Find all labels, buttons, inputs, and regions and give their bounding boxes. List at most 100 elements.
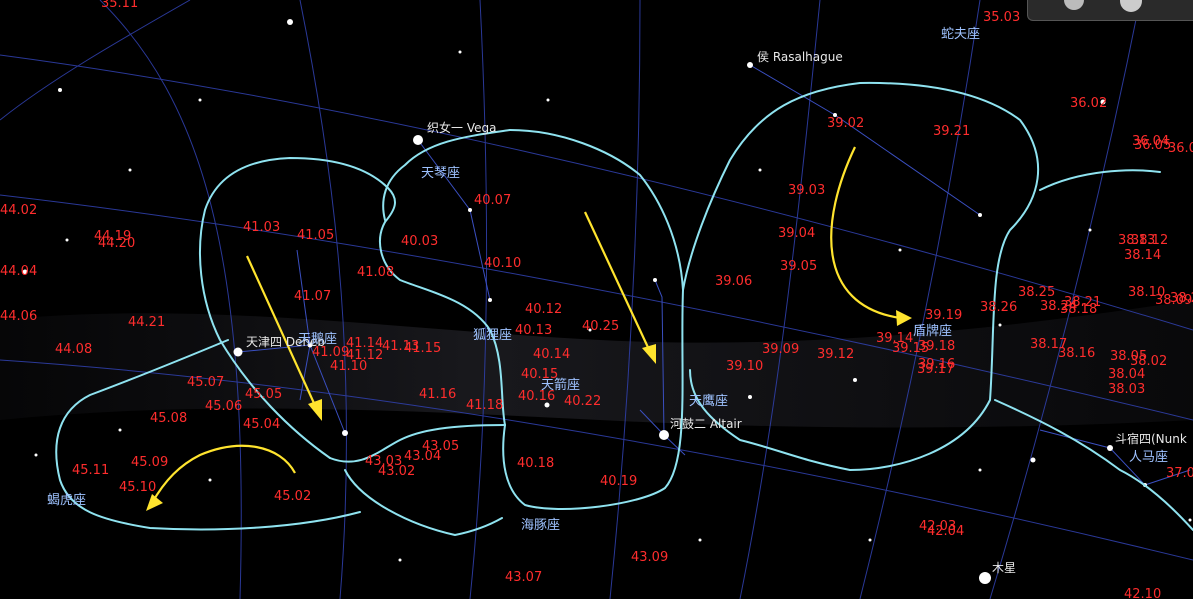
code-label: 45.04 bbox=[243, 417, 280, 432]
constellation-label-cygnus: 天鹅座 bbox=[298, 331, 337, 347]
code-label: 35.11 bbox=[101, 0, 138, 11]
code-label: 45.05 bbox=[245, 387, 282, 402]
code-label: 41.13 bbox=[382, 339, 419, 354]
planet-label-jupiter: 木星 bbox=[992, 561, 1016, 575]
code-label: 40.07 bbox=[474, 193, 511, 208]
star-label-rasalhague: 侯 Rasalhague bbox=[757, 50, 843, 64]
code-label: 39.04 bbox=[778, 226, 815, 241]
code-label: 41.08 bbox=[357, 265, 394, 280]
code-label: 38.26 bbox=[980, 300, 1017, 315]
code-label: 41.05 bbox=[297, 228, 334, 243]
constellation-label-lacerta: 蝎虎座 bbox=[47, 493, 86, 508]
star-label-deneb: 天津四 Deneb bbox=[246, 335, 325, 349]
code-label: 42.10 bbox=[1124, 587, 1161, 599]
code-label: 41.16 bbox=[419, 387, 456, 402]
constellation-label-delphinus: 海豚座 bbox=[521, 518, 560, 533]
code-label: 38.12 bbox=[1131, 233, 1168, 248]
direction-arrows bbox=[151, 146, 901, 504]
code-label: 45.10 bbox=[119, 480, 156, 495]
stars bbox=[22, 19, 1192, 584]
code-label: 41.14 bbox=[346, 336, 383, 351]
code-label: 39.17 bbox=[917, 362, 954, 377]
code-label: 38.21 bbox=[1064, 295, 1101, 310]
code-label: 44.19 bbox=[94, 229, 131, 244]
code-label: 44.04 bbox=[0, 264, 37, 279]
hand-drawn-route bbox=[55, 81, 1193, 537]
code-label: 45.11 bbox=[72, 463, 109, 478]
code-label: 40.12 bbox=[525, 302, 562, 317]
code-label: 38.16 bbox=[1058, 346, 1095, 361]
code-label: 39.06 bbox=[715, 274, 752, 289]
code-label: 38.10 bbox=[1128, 285, 1165, 300]
code-label: 38.04 bbox=[1108, 367, 1145, 382]
code-label: 40.22 bbox=[564, 394, 601, 409]
code-label: 40.14 bbox=[533, 347, 570, 362]
code-label: 40.03 bbox=[401, 234, 438, 249]
code-label: 40.25 bbox=[582, 319, 619, 334]
code-label: 40.13 bbox=[515, 323, 552, 338]
code-label: 36.02 bbox=[1070, 96, 1107, 111]
code-label: 42.04 bbox=[927, 524, 964, 539]
code-label: 39.15 bbox=[892, 341, 929, 356]
code-label: 43.09 bbox=[631, 550, 668, 565]
arrow-heads bbox=[146, 310, 912, 511]
code-label: 41.18 bbox=[466, 398, 503, 413]
constellation-label-sagittarius: 人马座 bbox=[1129, 450, 1168, 465]
code-label: 39.02 bbox=[827, 116, 864, 131]
code-label: 40.18 bbox=[517, 456, 554, 471]
constellation-label-lyra: 天琴座 bbox=[421, 166, 460, 181]
star-label-nunki: 斗宿四(Nunk bbox=[1115, 431, 1187, 446]
code-label: 38.18 bbox=[1060, 302, 1097, 317]
code-label: 38.25 bbox=[1018, 285, 1055, 300]
code-label: 35.03 bbox=[983, 10, 1020, 25]
code-label: 36.05 bbox=[1134, 138, 1171, 153]
code-label: 44.08 bbox=[55, 342, 92, 357]
constellation-label-ophiuchus: 蛇夫座 bbox=[941, 27, 980, 42]
code-label: 38.17 bbox=[1030, 337, 1067, 352]
code-label: 43.05 bbox=[422, 439, 459, 454]
code-label: 39.05 bbox=[780, 259, 817, 274]
code-label: 38.24 bbox=[1040, 299, 1077, 314]
code-label: 39.18 bbox=[918, 339, 955, 354]
code-label: 36.03 bbox=[1168, 141, 1193, 156]
code-label: 38.05 bbox=[1110, 349, 1147, 364]
code-label: 44.20 bbox=[98, 236, 135, 251]
star-label-vega: 织女一 Vega bbox=[427, 120, 496, 135]
code-label: 39.10 bbox=[726, 359, 763, 374]
constellation-label-scutum: 盾牌座 bbox=[913, 323, 952, 339]
constellation-label-aquila: 天鹰座 bbox=[689, 393, 728, 409]
code-label: 44.21 bbox=[128, 315, 165, 330]
code-label: 40.15 bbox=[521, 367, 558, 382]
code-label: 43.04 bbox=[404, 449, 441, 464]
code-label: 38.03 bbox=[1108, 382, 1145, 397]
code-label: 40.16 bbox=[518, 389, 555, 404]
code-label: 40.10 bbox=[484, 256, 521, 271]
code-label: 36.04 bbox=[1132, 134, 1169, 149]
code-label: 38.13 bbox=[1118, 233, 1155, 248]
code-label: 43.03 bbox=[365, 454, 402, 469]
constellation-label-sagitta: 天箭座 bbox=[541, 377, 580, 393]
code-label: 41.07 bbox=[294, 289, 331, 304]
code-label: 39.16 bbox=[918, 357, 955, 372]
constellation-label-vulpecula: 狐狸座 bbox=[473, 328, 512, 343]
milky-way bbox=[0, 300, 1193, 428]
code-label: 41.12 bbox=[346, 348, 383, 363]
toolbar-panel[interactable] bbox=[1027, 0, 1193, 21]
code-label: 42.03 bbox=[919, 519, 956, 534]
toolbar-button-1[interactable] bbox=[1064, 0, 1084, 10]
code-label: 39.21 bbox=[933, 124, 970, 139]
code-label: 45.07 bbox=[187, 375, 224, 390]
code-label: 44.06 bbox=[0, 309, 37, 324]
code-label: 39.09 bbox=[762, 342, 799, 357]
code-label: 43.02 bbox=[378, 464, 415, 479]
code-label: 38.14 bbox=[1124, 248, 1161, 263]
toolbar-button-2[interactable] bbox=[1120, 0, 1142, 12]
code-label: 45.02 bbox=[274, 489, 311, 504]
code-label: 41.03 bbox=[243, 220, 280, 235]
code-label: 43.07 bbox=[505, 570, 542, 585]
code-label: 39.12 bbox=[817, 347, 854, 362]
